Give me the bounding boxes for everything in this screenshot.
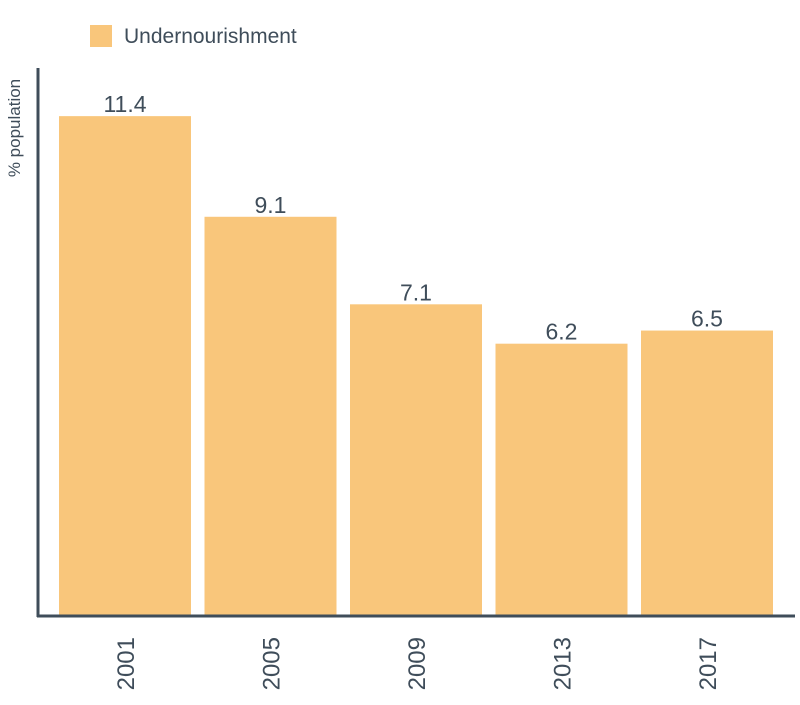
value-label: 6.5 [691, 306, 723, 332]
value-labels: 11.4 9.1 7.1 6.2 6.5 [103, 91, 723, 345]
value-label: 7.1 [400, 279, 432, 305]
bars [59, 116, 773, 616]
legend-label: Undernourishment [124, 25, 297, 48]
value-label: 9.1 [255, 192, 287, 218]
legend: Undernourishment [90, 25, 297, 48]
value-label: 6.2 [546, 319, 578, 345]
bar [350, 304, 482, 615]
value-label: 11.4 [103, 91, 146, 117]
x-tick-labels: 2001 2005 2009 2013 2017 [113, 637, 722, 690]
legend-swatch [90, 25, 112, 47]
bar [59, 116, 191, 616]
x-tick-label: 2009 [404, 637, 431, 690]
x-tick-label: 2013 [550, 637, 577, 690]
bar [495, 343, 628, 615]
x-tick-label: 2017 [695, 637, 722, 690]
x-tick-label: 2005 [259, 637, 286, 690]
bar [641, 330, 773, 615]
y-axis-label: % population [5, 79, 24, 177]
bar [204, 216, 337, 615]
x-tick-label: 2001 [113, 637, 140, 690]
